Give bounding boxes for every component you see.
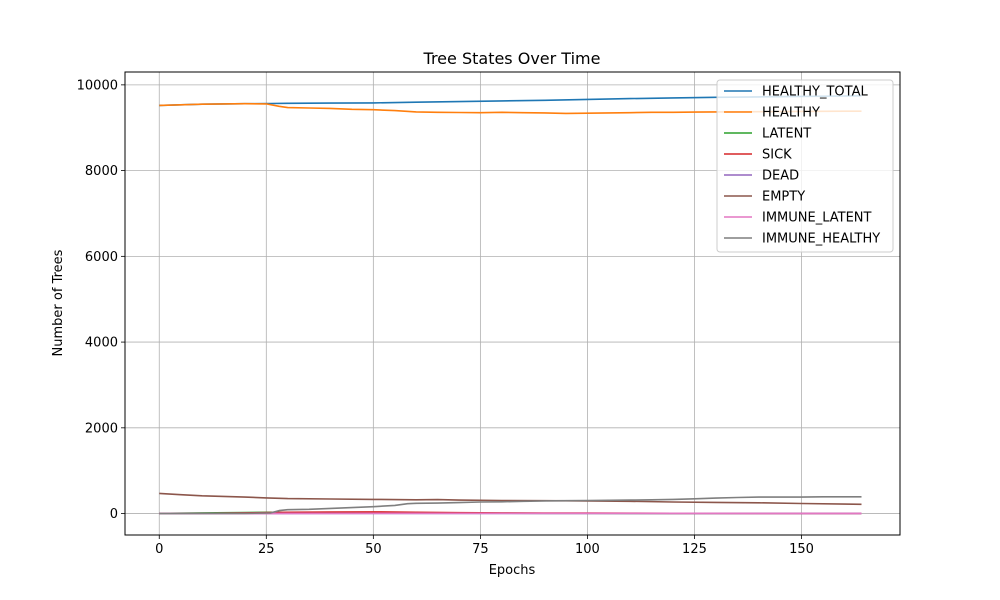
legend: HEALTHY_TOTAL HEALTHY LATENT SICK DEAD EMPTY I… [716, 79, 894, 253]
x-tick-label: 125 [682, 542, 707, 557]
x-axis-title: Epochs [489, 563, 536, 578]
legend-label-healthy: HEALTHY [762, 106, 820, 121]
y-tick-label: 10000 [77, 78, 118, 93]
series-line-immune-healthy [159, 495, 862, 515]
y-axis-title: Number of Trees [51, 249, 66, 356]
x-tick-label: 150 [789, 542, 814, 557]
legend-label-sick: SICK [762, 148, 792, 163]
legend-label-dead: DEAD [762, 169, 799, 184]
y-tick-label: 0 [110, 507, 118, 522]
y-tick-label: 8000 [85, 164, 118, 179]
x-tick-label: 0 [155, 542, 163, 557]
x-tick-label: 50 [365, 542, 382, 557]
legend-label-latent: LATENT [762, 127, 811, 142]
series-line-empty [159, 492, 862, 506]
plot-frame [124, 71, 901, 536]
legend-label-empty: EMPTY [762, 190, 805, 205]
axis-ticks: 0 25 50 75 100 125 150 0 2000 4000 6000 8000 10000 [77, 78, 814, 557]
legend-box [716, 79, 894, 253]
y-tick-label: 4000 [85, 336, 118, 351]
series-line-healthy [159, 102, 862, 115]
y-tick-label: 6000 [85, 250, 118, 265]
series-group [159, 95, 862, 515]
y-tick-label: 2000 [85, 421, 118, 436]
x-tick-label: 25 [258, 542, 275, 557]
legend-label-immune-healthy: IMMUNE_HEALTHY [762, 232, 880, 247]
x-tick-label: 100 [575, 542, 600, 557]
chart-title: Tree States Over Time [423, 49, 601, 68]
legend-label-healthy-total: HEALTHY_TOTAL [762, 85, 868, 100]
x-tick-label: 75 [472, 542, 489, 557]
legend-label-immune-latent: IMMUNE_LATENT [762, 211, 872, 226]
